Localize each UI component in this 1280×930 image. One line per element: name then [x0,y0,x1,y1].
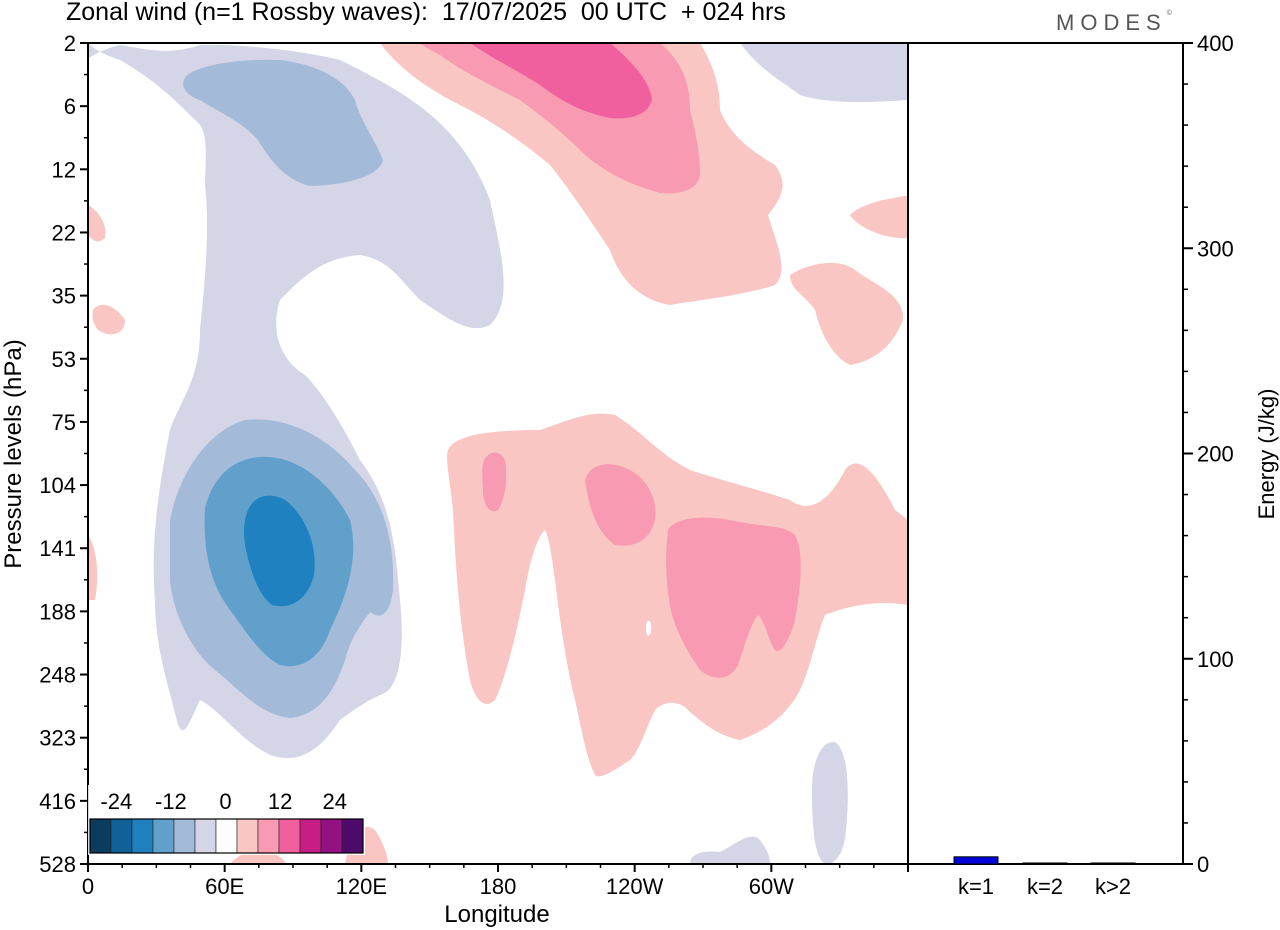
contour-pos-topright [850,196,908,239]
y-tick-label: 416 [39,789,76,814]
y-tick-label: 6 [64,94,76,119]
energy-bar-1 [953,856,999,865]
contour-pos-right [790,262,904,365]
x-tick-label: 0 [82,874,94,899]
colorbar-swatch [278,818,301,854]
logo-mark: © [1166,10,1172,17]
y-tick-label: 528 [39,852,76,877]
colorbar-swatch [341,818,364,854]
colorbar-swatch [299,818,322,854]
colorbar-swatch [89,818,112,854]
x-tick-label: 180 [480,874,517,899]
colorbar-tick-label: 12 [268,789,292,814]
energy-tick-label: 100 [1197,647,1234,672]
energy-tick-label: 0 [1197,852,1209,877]
contour-field [88,43,908,864]
colorbar-swatch [215,818,238,854]
pressure-axis: 2 6 12 22 35 53 75 104 141 188 248 323 416 528 [39,31,88,877]
colorbar-swatch [173,818,196,854]
colorbar-tick-label: -24 [100,789,132,814]
x-tick-label: 60E [205,874,244,899]
logo-text: MODES [1056,10,1167,35]
colorbar-tick-label: 24 [322,789,346,814]
y-tick-label: 141 [39,536,76,561]
contour-pos-upper-3 [470,43,652,119]
x-tick-label: 120E [336,874,387,899]
energy-axis: 0 100 200 300 400 [1183,31,1234,877]
chart-title: Zonal wind (n=1 Rossby waves): 17/07/202… [66,0,786,26]
y-tick-label: 53 [52,347,76,372]
y-tick-label: 248 [39,663,76,688]
y-tick-label: 35 [52,284,76,309]
contour-pos-mid-small [482,452,507,512]
colorbar-swatch [257,818,280,854]
x-axis-label: Longitude [444,901,549,928]
colorbar: -24 -12 0 12 24 [88,785,365,855]
contour-pos-mid-b [666,517,801,678]
contour-pos-mid-a [585,464,656,546]
longitude-axis: 0 60E 120E 180 120W 60W [82,864,909,899]
energy-bar-3 [1090,862,1136,865]
contour-neg-core [244,495,315,607]
contour-neg-bottom [690,836,770,864]
colorbar-frame [89,818,364,854]
contour-pos-hole [646,620,652,636]
contour-pos-left-small-2 [92,304,125,335]
energy-tick-label: 300 [1197,236,1234,261]
y-tick-label: 12 [52,157,76,182]
contour-neg-lower-right [812,741,848,864]
energy-tick-label: 200 [1197,442,1234,467]
energy-bar-label: k=2 [1027,874,1063,899]
energy-bar-label: k=1 [958,874,994,899]
contour-neg-upper [183,59,383,186]
energy-tick-label: 400 [1197,31,1234,56]
colorbar-tick-label: 0 [219,789,231,814]
energy-bar-2 [1022,862,1068,865]
colorbar-swatch [152,818,175,854]
colorbar-swatch [320,818,343,854]
y-tick-label: 22 [52,220,76,245]
y-tick-label: 188 [39,599,76,624]
contour-pos-left-edge [88,535,98,600]
energy-bars: k=1 k=2 k>2 [953,856,1136,899]
y-tick-label: 323 [39,726,76,751]
y-tick-label: 2 [64,31,76,56]
contour-pos-left-small-1 [88,205,106,242]
modes-logo: MODES© [1056,10,1172,36]
y-tick-label: 75 [52,410,76,435]
y-tick-label: 104 [39,473,76,498]
contour-neg-top-right [740,43,908,103]
x-tick-label: 60W [749,874,794,899]
x-tick-label: 120W [606,874,664,899]
colorbar-swatch [110,818,133,854]
y-axis-label: Pressure levels (hPa) [0,339,27,568]
colorbar-swatch [131,818,154,854]
colorbar-swatch [236,818,259,854]
colorbar-swatch [194,818,217,854]
energy-bar-label: k>2 [1095,874,1131,899]
colorbar-tick-label: -12 [155,789,187,814]
bar-plot-frame [907,42,1184,865]
energy-axis-label: Energy (J/kg) [1254,389,1279,520]
